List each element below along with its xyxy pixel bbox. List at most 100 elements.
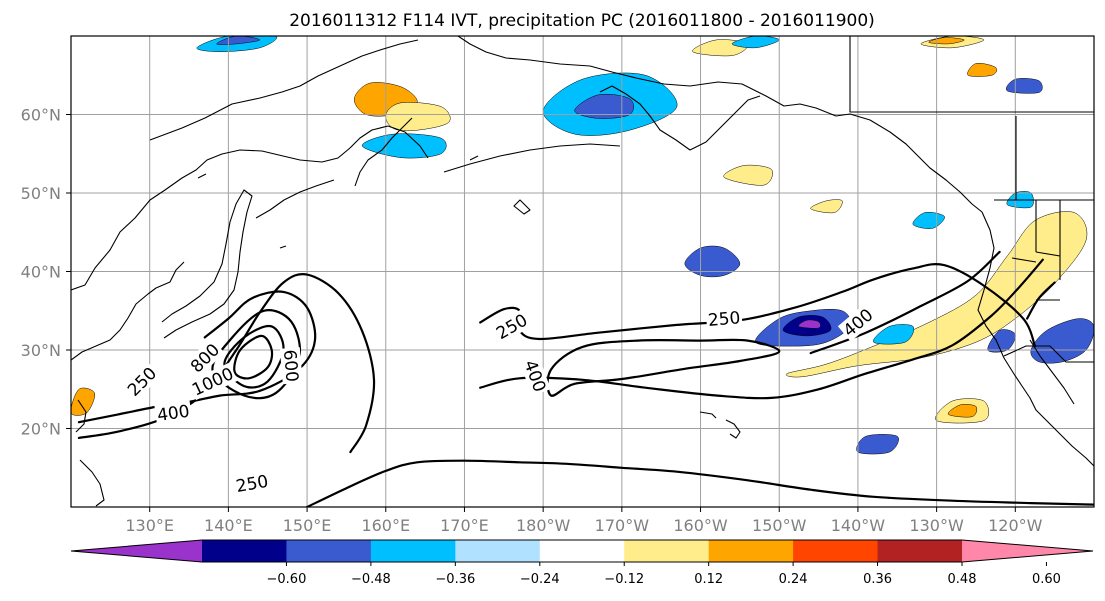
x-tick-label: 130°W xyxy=(909,516,964,535)
y-axis-ticks: 20°N 30°N 40°N 50°N 60°N xyxy=(21,106,71,439)
coastline-japan xyxy=(161,189,253,339)
x-tick-label: 130°E xyxy=(125,516,174,535)
x-tick-label: 170°E xyxy=(440,516,489,535)
precip-anomaly-region xyxy=(385,102,451,132)
colorbar-tick-label: −0.24 xyxy=(520,572,560,587)
precip-anomaly-region xyxy=(947,404,978,418)
contour-label-bg xyxy=(705,307,743,331)
colorbar-swatch xyxy=(624,540,710,562)
x-tick-label: 140°E xyxy=(204,516,253,535)
colorbar-tick-label: −0.36 xyxy=(435,572,475,587)
contour-label-bg xyxy=(232,470,272,497)
ivt-contours xyxy=(77,250,1094,507)
colorbar-swatch xyxy=(877,540,963,562)
contour-label-group: 400 xyxy=(154,400,193,426)
contour-label: 600 xyxy=(279,349,302,383)
x-tick-label: 160°W xyxy=(673,516,728,535)
precip-anomaly-region xyxy=(1030,318,1094,364)
colorbar-tick-label: 0.60 xyxy=(1032,572,1061,587)
colorbar-swatch xyxy=(202,540,287,562)
contour-label-bg xyxy=(279,347,303,385)
border-canada-us xyxy=(849,36,1094,201)
precip-anomaly-region xyxy=(216,36,261,45)
ivt-contour-250 xyxy=(1026,281,1056,320)
contour-label-group: 250 xyxy=(705,307,743,331)
contour-label-bg xyxy=(491,308,533,344)
colorbar-tick-label: 0.12 xyxy=(694,572,723,587)
contour-label-group: 250 xyxy=(232,470,272,497)
x-tick-label: 160°E xyxy=(361,516,410,535)
ivt-contour-1000 xyxy=(233,334,274,380)
x-tick-label: 120°W xyxy=(988,516,1043,535)
ivt-contour-250 xyxy=(306,459,1094,507)
colorbar-outline xyxy=(70,539,1094,563)
contour-label-bg xyxy=(122,361,162,402)
colorbar-extend-low xyxy=(71,540,202,562)
precip-anomaly-region xyxy=(798,319,821,329)
precip-anomaly-region xyxy=(967,62,998,77)
coastline-baja xyxy=(1029,339,1075,405)
colorbar-swatch xyxy=(370,540,456,562)
ivt-contour-800 xyxy=(223,324,285,389)
colorbar-tick-label: 0.36 xyxy=(863,572,892,587)
x-tick-label: 150°W xyxy=(752,516,807,535)
border-us-states xyxy=(1011,200,1061,301)
precip-anomaly-region xyxy=(723,164,773,186)
colorbar-tick-label: 0.24 xyxy=(779,572,808,587)
ivt-contour-400 xyxy=(479,258,1044,400)
coastline-kuril-aleutian xyxy=(255,143,621,219)
y-tick-label: 40°N xyxy=(21,263,61,282)
contour-label-bg xyxy=(185,338,225,378)
coastlines xyxy=(71,36,1094,507)
y-tick-label: 50°N xyxy=(21,184,61,203)
x-tick-label: 140°W xyxy=(831,516,886,535)
ivt-contour-400 xyxy=(809,250,1001,355)
precip-anomaly-region xyxy=(574,93,634,119)
y-tick-label: 20°N xyxy=(21,420,61,439)
colorbar-swatch xyxy=(793,540,879,562)
chart-title: 2016011312 F114 IVT, precipitation PC (2… xyxy=(289,11,875,31)
coastline-kamchatka xyxy=(354,117,413,187)
colorbar-tick-label: −0.48 xyxy=(351,572,391,587)
precip-anomaly-region xyxy=(361,133,447,159)
contour-label: 400 xyxy=(156,402,191,426)
colorbar: −0.60 −0.48 −0.36 −0.24 −0.12 0.12 0.24 0.36 0.4… xyxy=(70,539,1094,587)
contour-label: 250 xyxy=(707,308,741,331)
colorbar-tick-label: −0.12 xyxy=(604,572,644,587)
contour-label-bg xyxy=(187,362,238,401)
colorbar-tick-label: −0.60 xyxy=(267,572,307,587)
precip-anomaly-region xyxy=(71,387,96,416)
x-axis-ticks: 130°E 140°E 150°E 160°E 170°E 180°W 170°W 160°W… xyxy=(125,507,1043,535)
colorbar-swatch xyxy=(455,540,541,562)
colorbar-extend-high xyxy=(962,540,1093,562)
map-grid xyxy=(71,36,1094,507)
contour-label-bg xyxy=(519,355,551,396)
coastline-asia-east xyxy=(71,125,429,291)
colorbar-swatch xyxy=(539,540,625,562)
y-tick-label: 30°N xyxy=(21,341,61,360)
precip-anomaly-region xyxy=(856,434,899,455)
precip-anomaly-region xyxy=(873,324,915,345)
ivt-contour-400 xyxy=(546,338,781,397)
x-tick-label: 150°E xyxy=(283,516,332,535)
border-us-mexico xyxy=(1003,345,1094,363)
x-tick-label: 170°W xyxy=(595,516,650,535)
coastline-taiwan-philippines xyxy=(75,399,105,507)
contour-label-group: 600 xyxy=(279,347,303,385)
contour-label-bg xyxy=(837,303,878,342)
coastline-north-america-west xyxy=(977,211,1094,467)
y-tick-label: 60°N xyxy=(21,106,61,125)
precip-anomaly-region xyxy=(928,37,965,45)
coastline-alaska xyxy=(457,36,983,213)
contour-label-bg xyxy=(154,400,193,426)
coastline-hawaii xyxy=(699,411,741,439)
precip-anomaly-region xyxy=(810,199,843,214)
colorbar-swatch xyxy=(286,540,372,562)
colorbar-swatch xyxy=(708,540,794,562)
x-tick-label: 180°W xyxy=(516,516,571,535)
coastline-alaska-interior xyxy=(599,85,761,151)
colorbar-tick-label: 0.48 xyxy=(948,572,977,587)
coastline-korea-china xyxy=(71,261,185,361)
coastline-asia-north xyxy=(149,39,419,141)
